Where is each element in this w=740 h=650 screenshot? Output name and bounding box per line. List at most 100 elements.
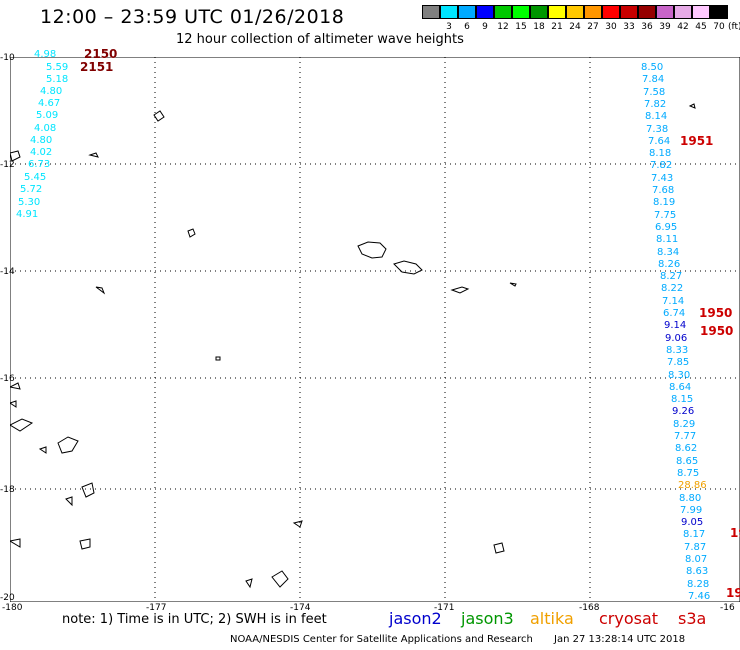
swh-value: 28.86 [678, 480, 707, 491]
note: note: 1) Time is in UTC; 2) SWH is in fe… [62, 612, 327, 627]
island-tonga-2 [271, 570, 289, 588]
island-tutuila [450, 286, 470, 294]
swh-value: 9.05 [681, 517, 704, 528]
swh-value: 8.27 [660, 271, 683, 282]
island-lau-2 [65, 496, 73, 507]
scale-swatch [548, 5, 566, 19]
swh-value: 7.99 [680, 505, 703, 516]
swh-value: 8.28 [687, 579, 710, 590]
scale-swatch [494, 5, 512, 19]
swh-value: 5.30 [18, 197, 41, 208]
island-samoa-upolu [393, 260, 423, 275]
swh-value: 7.82 [650, 160, 673, 171]
scale-level-label: 6 [464, 22, 470, 32]
pass-label: 19 [726, 586, 740, 600]
pass-label: 19 [730, 526, 740, 540]
island-fiji-4 [10, 400, 17, 408]
lat-label-16: -16 [0, 374, 15, 384]
scale-swatch [620, 5, 638, 19]
swh-value: 7.87 [684, 542, 707, 553]
swh-value: 7.68 [652, 185, 675, 196]
swh-value: 6.73 [28, 159, 51, 170]
scale-level-label: 42 [677, 22, 689, 32]
swh-value: 8.33 [666, 345, 689, 356]
swh-value: 8.75 [677, 468, 700, 479]
island-small-1 [153, 110, 165, 122]
swh-value: 4.67 [38, 98, 61, 109]
swh-value: 7.38 [646, 124, 669, 135]
swh-value: 7.43 [651, 173, 674, 184]
pass-label: 1951 [680, 134, 714, 148]
swh-value: 4.91 [16, 209, 39, 220]
swh-value: 8.30 [668, 370, 691, 381]
scale-swatch [566, 5, 584, 19]
scale-level-label: 18 [533, 22, 545, 32]
scale-swatch [710, 5, 728, 19]
scale-level-label: 45 [695, 22, 707, 32]
footer: NOAA/NESDIS Center for Satellite Applica… [230, 634, 685, 645]
island-niue [493, 542, 505, 554]
map-title: 12:00 – 23:59 UTC 01/26/2018 [40, 6, 345, 28]
lon-label-177: -177 [146, 603, 167, 613]
scale-swatch [584, 5, 602, 19]
swh-value: 4.80 [40, 86, 63, 97]
scale-level-label: 39 [659, 22, 671, 32]
scale-level-label: 33 [623, 22, 635, 32]
swh-value: 8.80 [679, 493, 702, 504]
island-fiji-2 [10, 418, 34, 432]
islands [10, 103, 696, 589]
swh-value: 8.22 [661, 283, 684, 294]
swh-value: 8.34 [657, 247, 680, 258]
swh-value: 5.59 [46, 62, 69, 73]
lat-label-10: -10 [0, 53, 15, 63]
island-tonga-1 [292, 520, 303, 528]
swh-value: 7.75 [654, 210, 677, 221]
swh-value: 8.11 [656, 234, 679, 245]
swh-value: 6.74 [663, 308, 686, 319]
island-fiji-south-2 [79, 538, 91, 550]
map-canvas [10, 57, 740, 602]
island-680 [688, 103, 696, 109]
lon-label-180: -180 [2, 603, 23, 613]
scale-level-label: 27 [587, 22, 599, 32]
legend-jason2: jason2 [389, 609, 442, 628]
scale-level-label: 9 [482, 22, 488, 32]
footer-time: Jan 27 13:28:14 UTC 2018 [554, 634, 686, 645]
swh-value: 9.26 [672, 406, 695, 417]
swh-value: 5.72 [20, 184, 43, 195]
scale-swatch [674, 5, 692, 19]
legend-s3a: s3a [678, 609, 707, 628]
scale-swatch [440, 5, 458, 19]
swh-value: 4.98 [34, 49, 57, 60]
swh-value: 5.45 [24, 172, 47, 183]
swh-value: 8.15 [671, 394, 694, 405]
scale-swatch [512, 5, 530, 19]
swh-value: 8.29 [673, 419, 696, 430]
scale-swatch [530, 5, 548, 19]
lon-label-174: -174 [290, 603, 311, 613]
scale-swatch [422, 5, 440, 19]
island-small-2 [88, 152, 99, 158]
swh-value: 4.80 [30, 135, 53, 146]
swh-value: 8.64 [669, 382, 692, 393]
legend-cryosat: cryosat [599, 609, 659, 628]
swh-value: 8.62 [675, 443, 698, 454]
swh-value: 7.14 [662, 296, 685, 307]
grid-lines [10, 57, 740, 602]
swh-value: 8.18 [649, 148, 672, 159]
island-tonga-3 [245, 578, 253, 589]
island-niuafoou [215, 356, 221, 361]
scale-level-label: 3 [446, 22, 452, 32]
island-aunuu [509, 282, 517, 287]
swh-value: 7.64 [648, 136, 671, 147]
scale-level-label: 24 [569, 22, 581, 32]
swh-value: 4.02 [30, 147, 53, 158]
swh-value: 8.14 [645, 111, 668, 122]
scale-swatch [476, 5, 494, 19]
legend-altika: altika [530, 609, 574, 628]
island-lau-1 [81, 482, 95, 498]
island-futuna [95, 286, 106, 295]
scale-level-label: 70 [713, 22, 725, 32]
swh-value: 8.07 [685, 554, 708, 565]
swh-value: 8.26 [658, 259, 681, 270]
